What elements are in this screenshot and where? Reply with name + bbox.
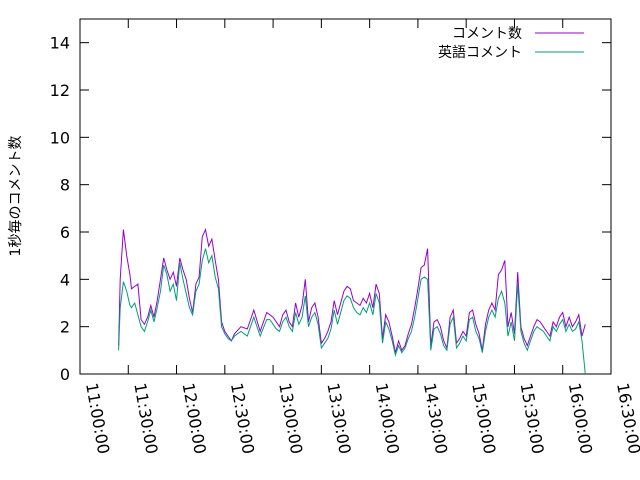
x-tick-label: 11:00:00	[82, 381, 113, 455]
y-tick-label: 8	[60, 176, 70, 195]
y-tick-label: 4	[60, 270, 70, 289]
x-axis: 11:00:00 11:30:00 12:00:00 12:30:00 13:00:00…	[79, 19, 640, 455]
x-tick-label: 12:00:00	[179, 381, 210, 455]
x-tick-label: 15:30:00	[517, 381, 548, 455]
y-tick-label: 14	[50, 34, 70, 53]
y-axis: 0 2 4 6 8 10 12 14	[50, 34, 611, 384]
y-tick-label: 10	[50, 128, 70, 147]
x-tick-label: 16:00:00	[565, 381, 596, 455]
series-line-1	[118, 227, 586, 353]
series-group	[118, 227, 586, 375]
x-tick-label: 16:30:00	[613, 381, 640, 455]
legend-label: コメント数	[452, 26, 522, 42]
legend-label: 英語コメント	[438, 44, 522, 61]
x-tick-label: 12:30:00	[227, 381, 258, 455]
y-axis-title: 1秒毎のコメント数	[8, 136, 24, 257]
x-tick-label: 13:00:00	[275, 381, 306, 455]
y-tick-label: 0	[60, 365, 70, 384]
y-tick-label: 2	[60, 318, 70, 337]
x-tick-label: 13:30:00	[323, 381, 354, 455]
y-tick-label: 12	[50, 81, 70, 100]
x-tick-label: 15:00:00	[468, 381, 499, 455]
x-tick-label: 11:30:00	[130, 381, 161, 455]
y-tick-label: 6	[60, 223, 70, 242]
series-line-2	[118, 248, 586, 375]
plot-frame	[79, 18, 612, 375]
x-tick-label: 14:30:00	[420, 381, 451, 455]
x-tick-label: 14:00:00	[372, 381, 403, 455]
